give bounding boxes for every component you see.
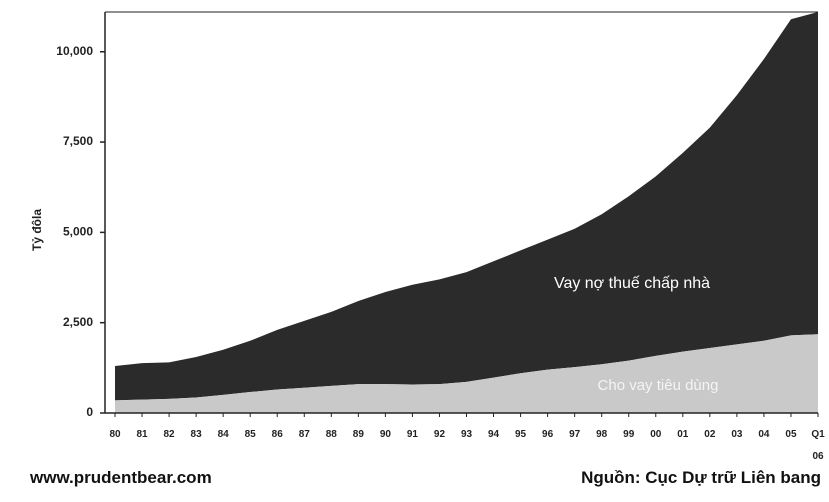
x-tick-label: 89 <box>352 429 364 440</box>
series-label: Cho vay tiêu dùng <box>598 377 719 394</box>
y-tick-label: 10,000 <box>56 44 93 58</box>
x-tick-label: 01 <box>677 429 689 440</box>
x-tick-label: 80 <box>109 429 121 440</box>
y-axis-label: Tỷ đôla <box>30 209 44 251</box>
x-tick-label: 95 <box>515 429 527 440</box>
x-tick-label: 87 <box>298 429 310 440</box>
x-tick-label: 91 <box>406 429 418 440</box>
x-tick-label: 94 <box>487 429 500 440</box>
x-tick-label: 97 <box>569 429 581 440</box>
x-tick-label: 85 <box>244 429 256 440</box>
source-left: www.prudentbear.com <box>30 468 212 487</box>
area <box>115 12 818 401</box>
x-tick-label: 00 <box>650 429 662 440</box>
x-tick-label: Q1 06 <box>811 429 825 462</box>
x-tick-label: 84 <box>217 429 229 440</box>
x-tick-label: 93 <box>460 429 473 440</box>
y-tick-label: 7,500 <box>63 134 93 148</box>
x-tick-label: 90 <box>379 429 391 440</box>
x-tick-label: 86 <box>271 429 283 440</box>
x-tick-label: 98 <box>596 429 608 440</box>
x-tick-label: 04 <box>758 429 770 440</box>
x-tick-label: 03 <box>731 429 743 440</box>
x-tick-label: 88 <box>325 429 337 440</box>
x-tick-label: 82 <box>163 429 175 440</box>
x-tick-label: 83 <box>190 429 202 440</box>
y-tick-label: 0 <box>86 405 93 419</box>
source-right: Nguồn: Cục Dự trữ Liên bang <box>581 468 821 487</box>
y-tick-label: 5,000 <box>63 225 93 239</box>
x-tick-label: 02 <box>704 429 716 440</box>
x-tick-label: 81 <box>136 429 148 440</box>
x-tick-label: 92 <box>433 429 446 440</box>
x-tick-label: 05 <box>785 429 797 440</box>
x-tick-label: 96 <box>542 429 554 440</box>
series-label: Vay nợ thuế chấp nhà <box>554 275 710 292</box>
y-tick-label: 2,500 <box>63 315 93 329</box>
x-tick-label: 99 <box>623 429 635 440</box>
area <box>115 334 818 413</box>
